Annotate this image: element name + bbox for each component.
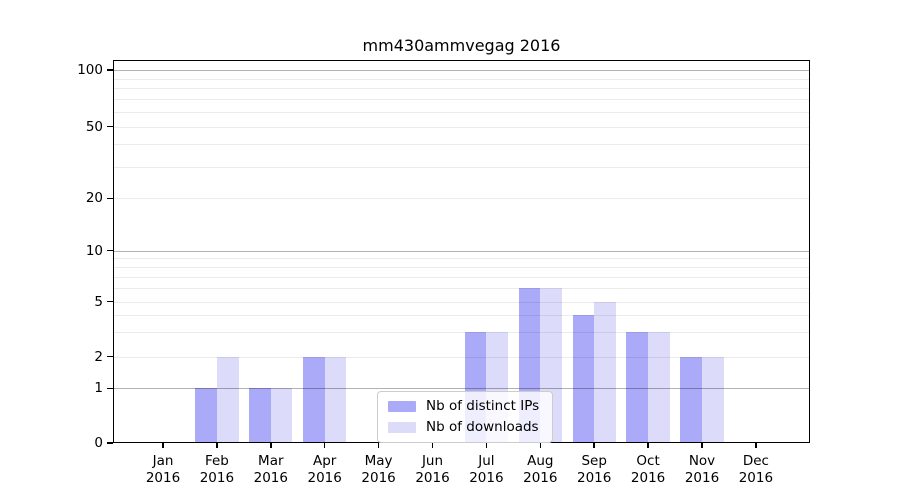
x-tick-label-dec: Dec 2016 <box>738 453 774 486</box>
x-tick-mark-feb <box>216 443 218 448</box>
bar-downloads-apr <box>324 356 347 443</box>
gridline-minor-70 <box>113 99 810 101</box>
legend-entry-distinct-ips: Nb of distinct IPs <box>388 398 539 415</box>
y-tick-mark-100 <box>107 69 113 71</box>
y-tick-mark-1 <box>107 387 113 390</box>
legend-label-distinct-ips: Nb of distinct IPs <box>426 398 540 414</box>
x-tick-label-nov: Nov 2016 <box>684 453 720 486</box>
bar-distinct-ips-nov <box>680 356 702 443</box>
gridline-minor-2 <box>113 356 810 358</box>
x-tick-label-mar: Mar 2016 <box>253 453 288 486</box>
gridline-minor-40 <box>113 144 810 146</box>
x-tick-mark-sep <box>593 443 595 448</box>
x-tick-mark-nov <box>701 443 703 448</box>
x-tick-label-jun: Jun 2016 <box>415 453 450 486</box>
gridline-minor-4 <box>113 315 810 317</box>
gridline-minor-6 <box>113 288 810 290</box>
bar-downloads-feb <box>216 356 239 443</box>
x-tick-label-oct: Oct 2016 <box>630 453 666 486</box>
y-tick-mark-50 <box>107 125 113 128</box>
x-tick-mark-apr <box>323 443 326 448</box>
gridline-minor-20 <box>113 198 810 200</box>
bar-downloads-nov <box>702 356 724 443</box>
legend: Nb of distinct IPs Nb of downloads <box>377 391 554 443</box>
y-tick-mark-20 <box>107 197 113 200</box>
y-tick-label-1: 1 <box>94 380 103 397</box>
x-tick-mark-oct <box>647 443 649 448</box>
bar-downloads-sep <box>594 301 616 443</box>
y-tick-label-100: 100 <box>77 62 103 78</box>
x-tick-label-sep: Sep 2016 <box>577 453 612 486</box>
legend-swatch-distinct-ips <box>388 401 416 412</box>
x-tick-label-apr: Apr 2016 <box>307 453 342 486</box>
legend-label-downloads: Nb of downloads <box>426 419 539 435</box>
y-tick-label-10: 10 <box>85 242 103 259</box>
chart-title: mm430ammvegag 2016 <box>362 36 561 55</box>
y-tick-label-5: 5 <box>94 293 103 310</box>
gridline-minor-90 <box>113 78 810 80</box>
x-tick-mark-jul <box>485 443 488 448</box>
x-tick-mark-jun <box>431 443 434 448</box>
y-tick-mark-10 <box>107 249 113 252</box>
x-tick-label-feb: Feb 2016 <box>199 453 235 486</box>
gridline-minor-9 <box>113 258 810 260</box>
gridline-minor-5 <box>113 301 810 303</box>
bar-downloads-oct <box>648 332 670 443</box>
gridline-minor-30 <box>113 166 810 168</box>
y-tick-mark-0 <box>107 442 113 444</box>
bar-distinct-ips-feb <box>195 388 217 443</box>
x-tick-mark-may <box>377 443 380 448</box>
x-tick-mark-jan <box>162 443 164 448</box>
x-tick-mark-aug <box>539 443 542 448</box>
legend-entry-downloads: Nb of downloads <box>388 419 539 436</box>
x-tick-mark-dec <box>755 443 757 448</box>
gridline-minor-8 <box>113 267 810 269</box>
bar-distinct-ips-apr <box>303 356 325 443</box>
legend-swatch-downloads <box>388 422 416 433</box>
gridline-minor-60 <box>113 111 810 113</box>
x-tick-label-jan: Jan 2016 <box>145 453 181 486</box>
gridline-major-10 <box>113 250 810 252</box>
x-tick-label-aug: Aug 2016 <box>523 453 558 486</box>
x-tick-label-jul: Jul 2016 <box>469 453 504 486</box>
y-tick-label-20: 20 <box>85 190 103 207</box>
gridline-minor-3 <box>113 332 810 334</box>
y-tick-label-50: 50 <box>85 118 103 135</box>
plot-area: Nb of distinct IPs Nb of downloads 0 1 2 5 1… <box>77 60 810 486</box>
x-tick-mark-mar <box>270 443 272 448</box>
gridline-major-1 <box>113 388 810 390</box>
y-tick-label-2: 2 <box>94 348 103 365</box>
gridline-minor-80 <box>113 88 810 90</box>
y-tick-mark-2 <box>107 355 113 358</box>
y-tick-mark-5 <box>107 300 113 303</box>
x-tick-label-may: May 2016 <box>361 453 396 486</box>
bar-distinct-ips-sep <box>572 315 595 443</box>
y-tick-label-0: 0 <box>94 435 103 451</box>
bar-distinct-ips-oct <box>626 332 649 443</box>
bar-distinct-ips-mar <box>249 388 271 443</box>
gridline-minor-50 <box>113 126 810 128</box>
bar-downloads-mar <box>270 388 293 443</box>
gridline-major-100 <box>113 70 810 71</box>
gridline-minor-7 <box>113 276 810 278</box>
